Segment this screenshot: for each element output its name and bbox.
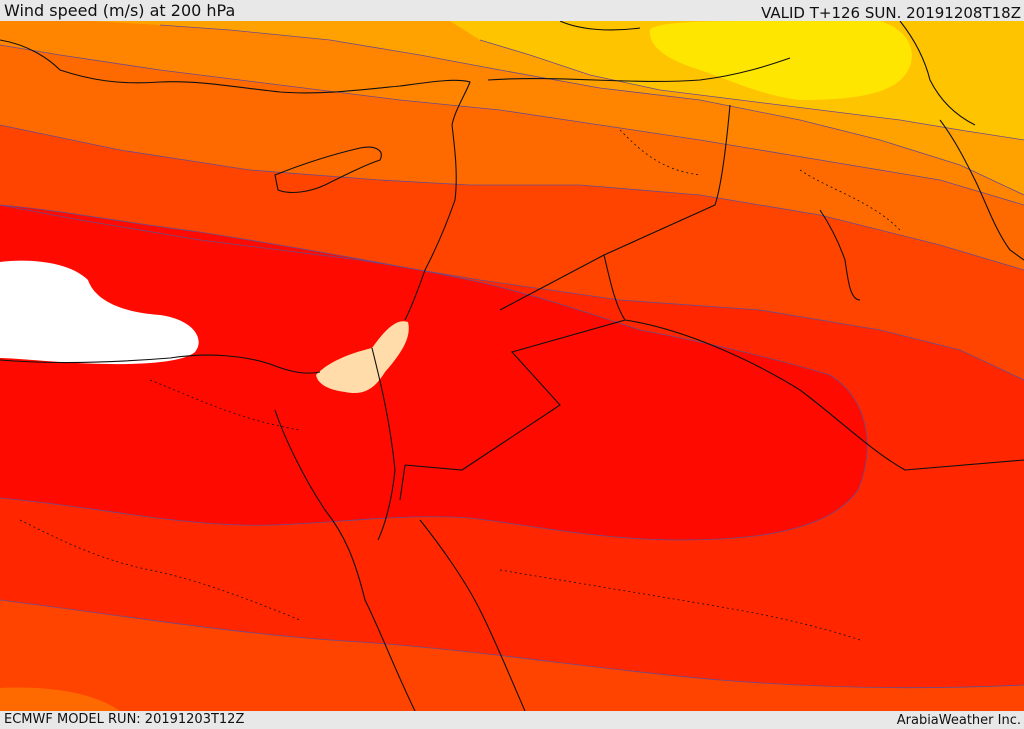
- credit-label: ArabiaWeather Inc.: [896, 713, 1021, 728]
- header-bar: Wind speed (m/s) at 200 hPa VALID T+126 …: [0, 0, 1024, 21]
- wind-band-red-core: [0, 205, 868, 540]
- model-run-label: ECMWF MODEL RUN: 20191203T12Z: [4, 712, 245, 727]
- map-canvas[interactable]: [0, 21, 1024, 711]
- low-wind-area-peach: [316, 321, 409, 394]
- wind-band-yellow: [649, 21, 912, 100]
- wind-band-orange-south: [0, 687, 120, 711]
- wind-band-red-orange-south: [0, 600, 1024, 711]
- admin-boundaries: [19, 129, 901, 641]
- map-title: Wind speed (m/s) at 200 hPa: [4, 1, 236, 20]
- coastlines: [0, 21, 1024, 711]
- wind-contours: [0, 24, 1024, 689]
- footer-bar: ECMWF MODEL RUN: 20191203T12Z ArabiaWeat…: [0, 711, 1024, 729]
- low-wind-area-white: [0, 260, 199, 365]
- wind-speed-map[interactable]: [0, 21, 1024, 711]
- valid-time-label: VALID T+126 SUN. 20191208T18Z: [761, 4, 1021, 22]
- country-borders: [399, 57, 1024, 501]
